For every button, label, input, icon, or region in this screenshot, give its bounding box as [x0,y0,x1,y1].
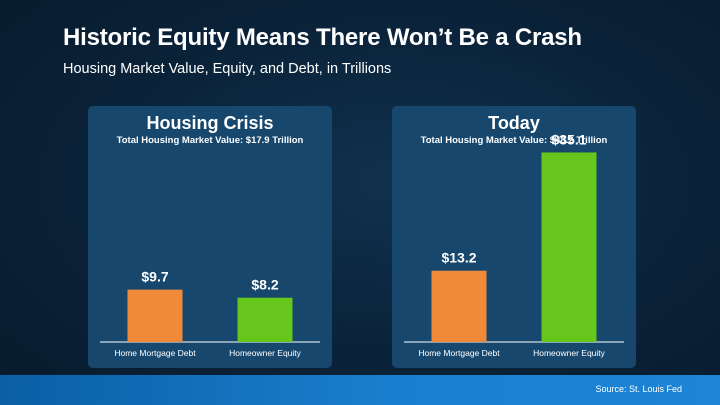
today-chart: $13.2 Home Mortgage Debt $35.1 Homeowner Eq… [404,131,624,358]
mortgage-debt-bar [431,270,487,342]
panel-subtitle: Total Housing Market Value: $17.9 Trilli… [116,135,304,146]
bar-value-label: $35.1 [551,131,586,147]
homeowner-equity-bar [541,152,597,342]
bar-value-label: $8.2 [251,277,278,293]
housing-crisis-panel: Housing Crisis Total Housing Market Valu… [88,106,332,368]
page-subtitle: Housing Market Value, Equity, and Debt, … [63,61,392,77]
panel-title: Today [488,113,540,133]
panel-title: Housing Crisis [146,113,274,133]
bar-value-label: $13.2 [441,250,476,266]
housing-crisis-chart: $9.7 Home Mortgage Debt $8.2 Homeowner Equi… [100,269,320,358]
panel-subtitle: Total Housing Market Value: $48.2 Trilli… [420,135,608,146]
category-label: Homeowner Equity [229,348,302,358]
category-label: Homeowner Equity [533,348,606,358]
homeowner-equity-bar [237,297,293,342]
category-label: Home Mortgage Debt [114,348,196,358]
bar-value-label: $9.7 [141,269,168,285]
mortgage-debt-bar [127,289,183,342]
page-title: Historic Equity Means There Won’t Be a C… [63,24,582,51]
today-panel: Today Total Housing Market Value: $48.2 … [392,106,636,368]
footer-bar: Source: St. Louis Fed [0,375,720,405]
source-note: Source: St. Louis Fed [595,384,682,394]
category-label: Home Mortgage Debt [418,348,500,358]
